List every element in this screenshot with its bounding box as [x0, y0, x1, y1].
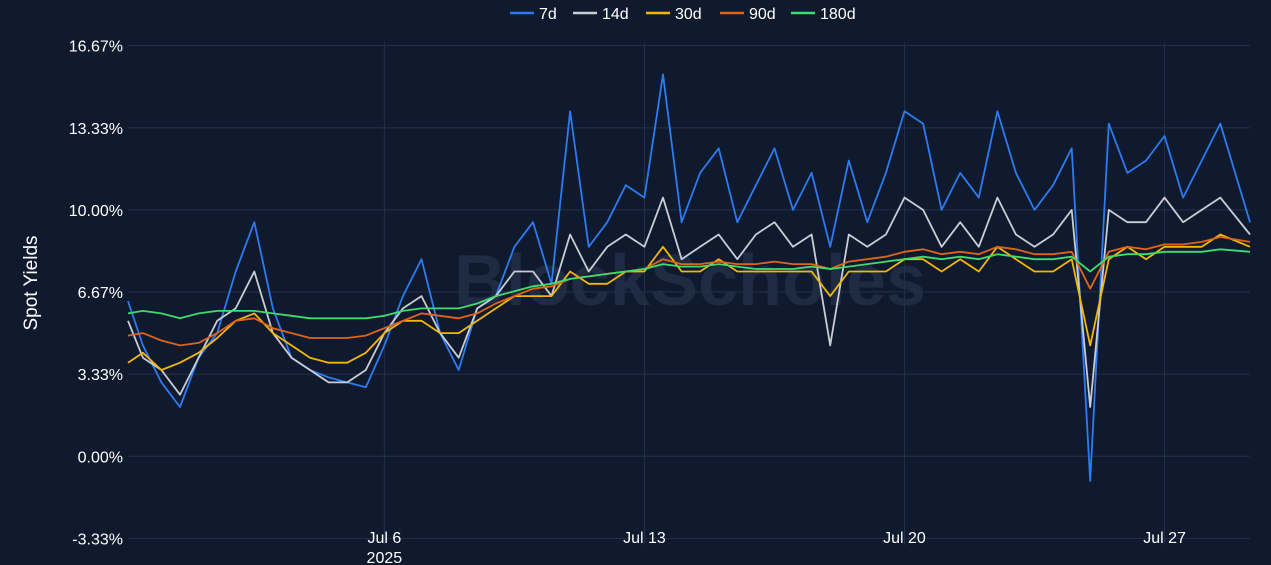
y-tick-label: -3.33% [72, 531, 123, 548]
legend[interactable]: 7d 14d 30d 90d 180d [510, 6, 856, 23]
x-tick-label: Jul 20 [883, 530, 926, 547]
x-tick-label: Jul 13 [623, 530, 666, 547]
x-tick-label: Jul 6 [367, 530, 401, 547]
legend-label-30d: 30d [675, 6, 702, 23]
legend-label-180d: 180d [820, 6, 856, 23]
y-tick-label: 16.67% [69, 39, 123, 56]
legend-label-90d: 90d [749, 6, 776, 23]
y-axis-label: Spot Yields [21, 235, 42, 330]
y-tick-label: 3.33% [78, 367, 123, 384]
x-tick-label: Jul 27 [1143, 530, 1186, 547]
series-line-14d [127, 196, 1251, 408]
y-tick-label: 13.33% [69, 121, 123, 138]
series-line-180d [127, 248, 1251, 320]
legend-label-14d: 14d [602, 6, 629, 23]
legend-label-7d: 7d [539, 6, 557, 23]
x-tick-year-label: 2025 [367, 550, 403, 565]
x-axis-ticks: Jul 6 2025 Jul 13 Jul 20 Jul 27 [367, 530, 1186, 565]
y-tick-label: 0.00% [78, 449, 123, 466]
y-tick-label: 6.67% [78, 285, 123, 302]
series-line-30d [127, 233, 1251, 371]
series-line-90d [127, 236, 1251, 347]
y-axis-ticks: 16.67% 13.33% 10.00% 6.67% 3.33% 0.00% -3.33% [69, 39, 123, 549]
series-lines [127, 73, 1251, 482]
y-tick-label: 10.00% [69, 203, 123, 220]
